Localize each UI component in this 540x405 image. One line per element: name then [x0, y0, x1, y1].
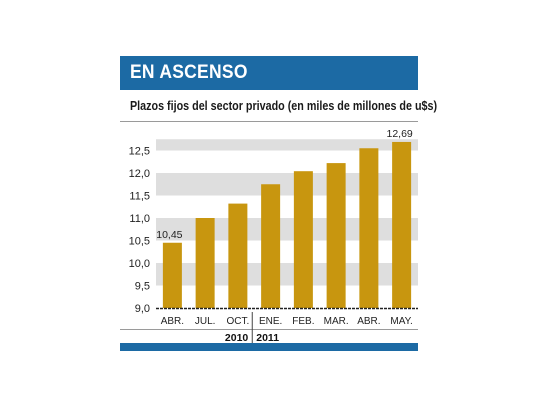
chart-heading: EN ASCENSO — [130, 62, 248, 83]
chart-subtitle: Plazos fijos del sector privado (en mile… — [130, 99, 438, 113]
y-tick-label: 12,0 — [129, 168, 150, 180]
bar — [162, 242, 182, 308]
bar — [228, 203, 248, 308]
bar — [392, 141, 412, 308]
subtitle-divider — [120, 121, 418, 122]
year-label: 2011 — [256, 332, 279, 344]
bar — [261, 184, 281, 308]
x-tick-label: JUL. — [195, 316, 216, 327]
header-bar: EN ASCENSO — [120, 56, 418, 90]
y-tick-label: 10,0 — [129, 258, 150, 270]
y-tick-label: 9,5 — [135, 281, 150, 293]
x-tick-label: MAR. — [324, 316, 349, 327]
grid-band — [156, 263, 418, 286]
x-tick-label: ENE. — [259, 316, 282, 327]
grid-band — [156, 139, 418, 151]
x-tick-label: MAY. — [390, 316, 412, 327]
y-tick-label: 10,5 — [129, 236, 150, 248]
x-tick-label: ABR. — [357, 316, 380, 327]
bar-chart: 9,0 9,5 10,0 10,5 11,0 11,5 12,0 12,5 10,45 12,69… — [120, 128, 418, 344]
bar — [326, 163, 346, 308]
y-tick-label: 11,0 — [129, 213, 150, 225]
bar — [359, 148, 379, 308]
grid-band — [156, 173, 418, 196]
x-tick-label: OCT. — [226, 316, 249, 327]
x-tick-label: ABR. — [161, 316, 184, 327]
data-label: 10,45 — [156, 229, 182, 241]
y-tick-label: 9,0 — [135, 303, 150, 315]
y-tick-label: 12,5 — [129, 146, 150, 158]
bar — [293, 171, 313, 308]
bar — [195, 218, 215, 308]
x-tick-label: FEB. — [292, 316, 314, 327]
grid-band — [156, 218, 418, 241]
footer-bar — [120, 343, 418, 351]
year-label: 2010 — [225, 332, 249, 344]
data-label: 12,69 — [386, 128, 412, 140]
y-tick-label: 11,5 — [129, 191, 150, 203]
